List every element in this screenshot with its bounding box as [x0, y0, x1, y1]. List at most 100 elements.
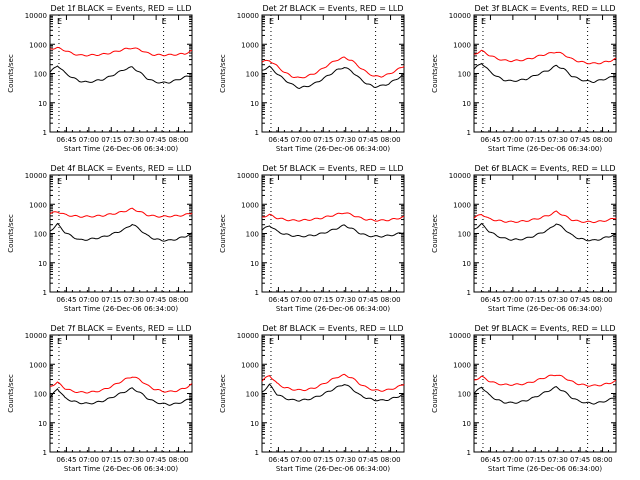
y-tick-label: 100	[34, 71, 47, 79]
x-tick-label: 07:30	[548, 456, 568, 464]
y-tick-label: 1	[467, 129, 471, 137]
y-axis-label: Counts/sec	[431, 374, 439, 413]
x-tick-label: 07:15	[525, 456, 545, 464]
event-marker-label: E	[374, 177, 379, 186]
y-tick-label: 10	[250, 260, 259, 268]
x-tick-label: 07:45	[146, 136, 166, 144]
y-axis-label: Counts/sec	[219, 54, 227, 93]
event-marker-label: E	[269, 17, 274, 26]
y-tick-label: 1	[467, 289, 471, 297]
x-tick-label: 07:00	[79, 296, 99, 304]
y-tick-label: 1	[43, 129, 47, 137]
y-tick-label: 10	[38, 100, 47, 108]
x-tick-label: 08:00	[380, 296, 400, 304]
y-tick-label: 100	[34, 391, 47, 399]
x-axis-label: Start Time (26-Dec-06 06:34:00)	[276, 305, 390, 313]
x-tick-label: 06:45	[268, 136, 288, 144]
x-tick-label: 07:45	[146, 456, 166, 464]
y-tick-label: 100	[246, 71, 259, 79]
event-marker-label: E	[162, 177, 167, 186]
x-tick-label: 07:00	[503, 296, 523, 304]
subplot-1: Det 1f BLACK = Events, RED = LLD 1 10 100 10…	[7, 4, 193, 153]
plot-frame	[261, 334, 405, 453]
series-line-lld	[262, 212, 405, 222]
x-tick-label: 07:15	[313, 296, 333, 304]
x-tick-label: 07:30	[124, 296, 144, 304]
y-tick-label: 10000	[449, 172, 471, 180]
x-tick-label: 06:45	[268, 296, 288, 304]
y-tick-label: 10	[38, 260, 47, 268]
x-tick-label: 07:30	[336, 136, 356, 144]
y-tick-label: 1000	[241, 41, 259, 49]
x-tick-label: 07:45	[358, 136, 378, 144]
event-marker-label: E	[269, 177, 274, 186]
x-tick-label: 08:00	[168, 456, 188, 464]
y-tick-label: 10000	[449, 332, 471, 340]
y-tick-label: 1000	[29, 361, 47, 369]
subplot-title: Det 6f BLACK = Events, RED = LLD	[474, 164, 615, 173]
subplot-8: Det 8f BLACK = Events, RED = LLD 1 10 100 10…	[219, 324, 405, 473]
y-tick-label: 1	[43, 289, 47, 297]
y-tick-label: 1000	[453, 41, 471, 49]
x-axis-label: Start Time (26-Dec-06 06:34:00)	[276, 145, 390, 153]
x-tick-label: 06:45	[268, 456, 288, 464]
y-tick-label: 10000	[449, 12, 471, 20]
y-tick-label: 1	[255, 449, 259, 457]
y-axis-label: Counts/sec	[219, 214, 227, 253]
y-tick-label: 100	[34, 231, 47, 239]
series-line-lld	[49, 46, 193, 57]
y-tick-label: 1000	[453, 201, 471, 209]
event-marker-label: E	[162, 337, 167, 346]
x-tick-label: 07:30	[336, 296, 356, 304]
x-tick-label: 06:45	[480, 136, 500, 144]
series-line-events	[49, 387, 193, 406]
series-line-events	[473, 222, 617, 242]
y-axis-label: Counts/sec	[7, 214, 15, 253]
x-tick-label: 07:15	[101, 296, 121, 304]
x-tick-label: 08:00	[592, 136, 612, 144]
plot-frame	[473, 14, 617, 133]
subplot-2: Det 2f BLACK = Events, RED = LLD 1 10 100 10…	[219, 4, 405, 153]
x-tick-label: 07:00	[291, 136, 311, 144]
series-line-lld	[474, 49, 617, 65]
y-tick-label: 100	[458, 231, 471, 239]
y-tick-label: 1000	[453, 361, 471, 369]
y-tick-label: 100	[246, 231, 259, 239]
x-tick-label: 07:00	[503, 136, 523, 144]
x-tick-label: 07:30	[548, 136, 568, 144]
y-tick-label: 1000	[29, 41, 47, 49]
y-tick-label: 10000	[25, 332, 47, 340]
x-tick-label: 08:00	[380, 136, 400, 144]
y-tick-label: 10	[462, 260, 471, 268]
plot-frame	[49, 14, 193, 133]
event-marker-label: E	[57, 337, 62, 346]
x-axis-label: Start Time (26-Dec-06 06:34:00)	[488, 145, 602, 153]
x-axis-label: Start Time (26-Dec-06 06:34:00)	[488, 465, 602, 473]
x-tick-label: 07:30	[124, 456, 144, 464]
y-tick-label: 1	[255, 129, 259, 137]
subplot-6: Det 6f BLACK = Events, RED = LLD 1 10 100 10…	[431, 164, 617, 313]
x-tick-label: 06:45	[56, 456, 76, 464]
x-tick-label: 07:15	[313, 456, 333, 464]
series-line-lld	[49, 376, 193, 394]
event-marker-label: E	[162, 17, 167, 26]
x-axis-label: Start Time (26-Dec-06 06:34:00)	[64, 305, 178, 313]
plot-frame	[49, 174, 193, 293]
x-tick-label: 08:00	[168, 136, 188, 144]
x-tick-label: 07:00	[79, 136, 99, 144]
series-line-lld	[261, 56, 405, 79]
x-tick-label: 06:45	[480, 456, 500, 464]
y-axis-label: Counts/sec	[7, 54, 15, 93]
x-tick-label: 07:30	[124, 136, 144, 144]
y-tick-label: 1	[467, 449, 471, 457]
x-tick-label: 06:45	[56, 296, 76, 304]
x-tick-label: 07:00	[79, 456, 99, 464]
x-axis-label: Start Time (26-Dec-06 06:34:00)	[64, 145, 178, 153]
y-axis-label: Counts/sec	[219, 374, 227, 413]
event-marker-label: E	[586, 17, 591, 26]
y-tick-label: 10	[462, 420, 471, 428]
x-tick-label: 07:00	[291, 296, 311, 304]
y-tick-label: 1	[255, 289, 259, 297]
y-tick-label: 100	[246, 391, 259, 399]
series-line-events	[49, 65, 193, 84]
